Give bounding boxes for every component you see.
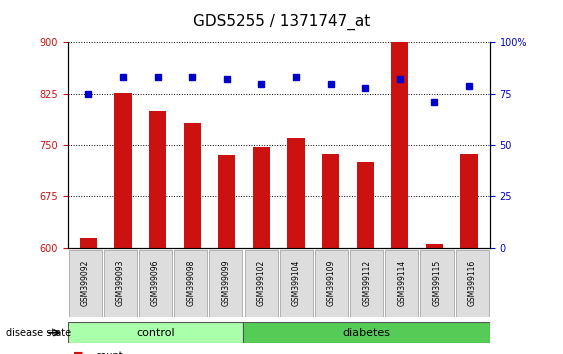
Bar — [80, 238, 97, 248]
Text: GSM399109: GSM399109 — [327, 260, 336, 307]
Bar — [218, 155, 235, 248]
Text: diabetes: diabetes — [343, 328, 391, 338]
Text: count: count — [96, 351, 123, 354]
Text: GSM399093: GSM399093 — [116, 260, 125, 307]
Bar — [315, 250, 348, 317]
Bar — [280, 250, 313, 317]
Bar — [243, 322, 490, 343]
Bar — [461, 154, 477, 248]
Bar — [287, 138, 305, 248]
Bar — [244, 250, 278, 317]
Text: GDS5255 / 1371747_at: GDS5255 / 1371747_at — [193, 14, 370, 30]
Bar — [356, 162, 374, 248]
Text: GSM399092: GSM399092 — [81, 260, 90, 307]
Bar — [114, 93, 132, 248]
Text: GSM399098: GSM399098 — [186, 260, 195, 307]
Text: GSM399115: GSM399115 — [432, 260, 441, 306]
Text: ■: ■ — [73, 351, 84, 354]
Bar — [455, 250, 489, 317]
Bar — [350, 250, 383, 317]
Text: GSM399114: GSM399114 — [397, 260, 406, 306]
Text: GSM399096: GSM399096 — [151, 260, 160, 307]
Text: GSM399112: GSM399112 — [362, 260, 371, 306]
Bar — [139, 250, 172, 317]
Bar — [174, 250, 207, 317]
Text: control: control — [136, 328, 175, 338]
Bar — [149, 111, 166, 248]
Bar — [184, 122, 201, 248]
Bar — [69, 250, 102, 317]
Bar — [385, 250, 418, 317]
Bar — [322, 154, 339, 248]
Bar — [68, 322, 243, 343]
Text: GSM399102: GSM399102 — [257, 260, 266, 306]
Text: GSM399116: GSM399116 — [468, 260, 477, 306]
Bar — [209, 250, 243, 317]
Text: GSM399099: GSM399099 — [221, 260, 230, 307]
Bar — [104, 250, 137, 317]
Bar — [391, 8, 409, 248]
Bar — [253, 147, 270, 248]
Text: GSM399104: GSM399104 — [292, 260, 301, 307]
Bar — [426, 244, 443, 248]
Bar — [421, 250, 454, 317]
Text: disease state: disease state — [6, 328, 71, 338]
